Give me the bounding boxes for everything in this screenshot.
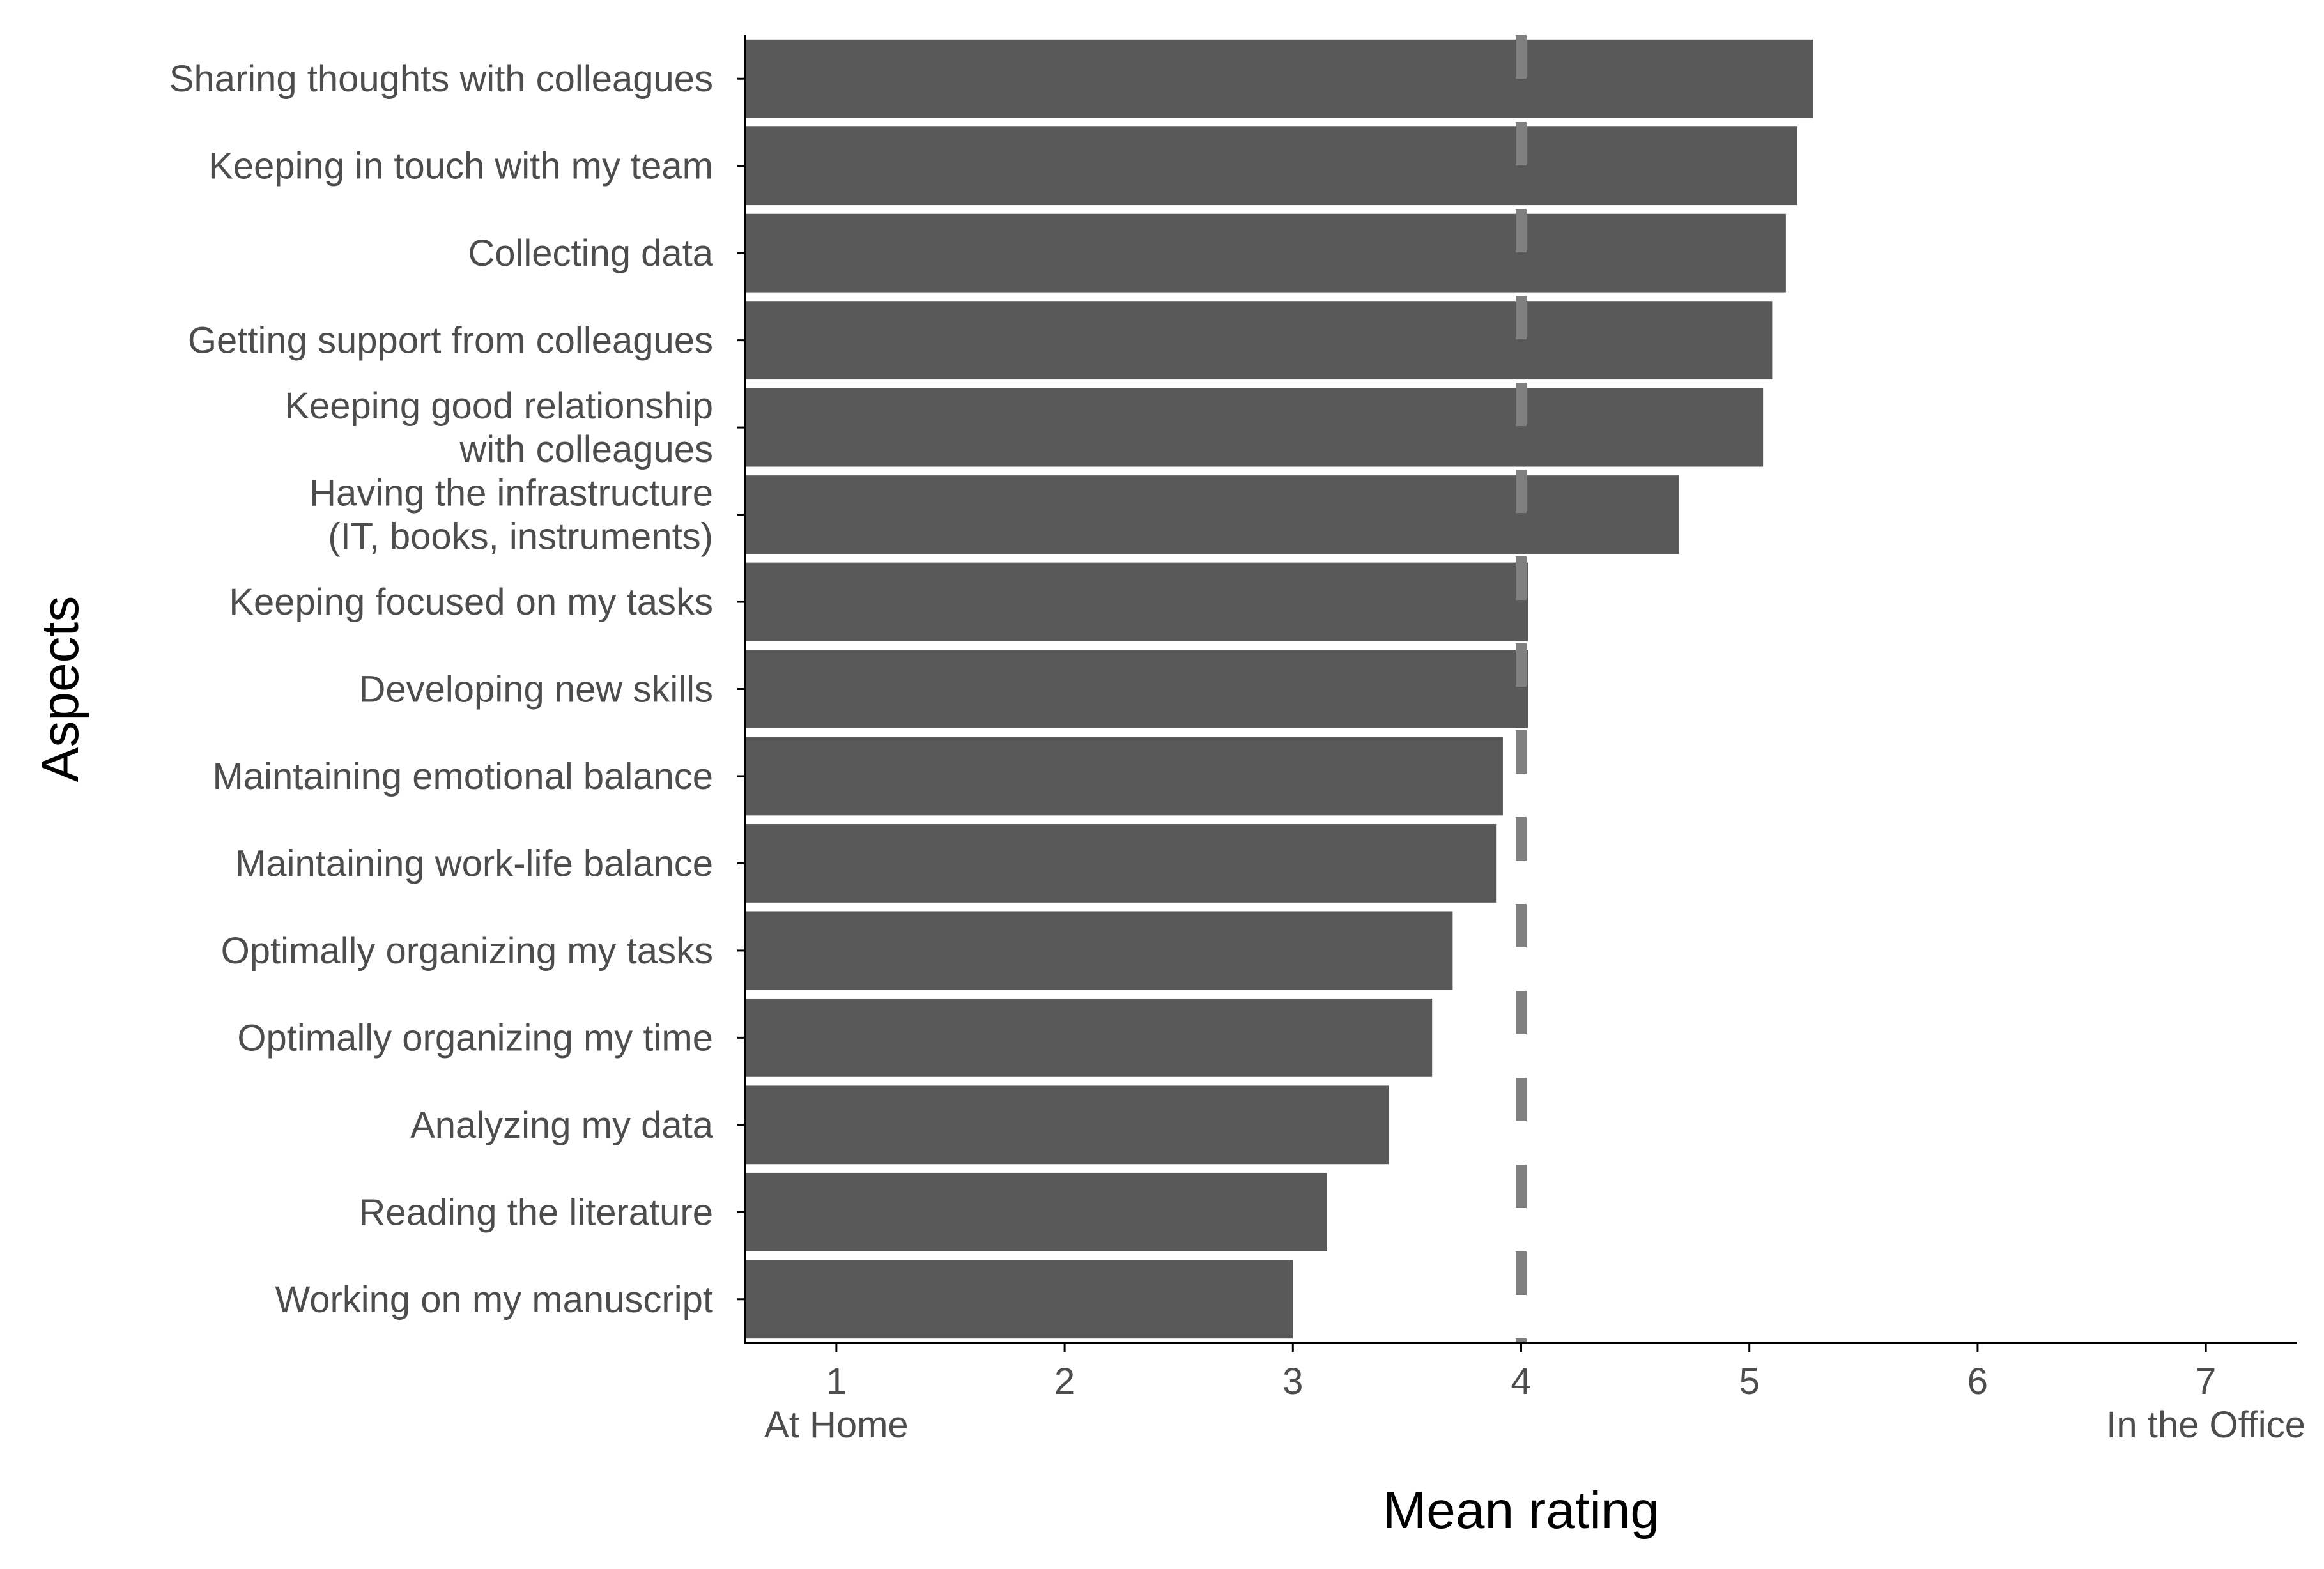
x-tick-label: 2 xyxy=(1054,1361,1075,1402)
x-anchor-label-high: In the Office xyxy=(2106,1404,2305,1446)
y-tick-label: Sharing thoughts with colleagues xyxy=(169,58,713,100)
y-tick-label-line: Keeping focused on my tasks xyxy=(229,581,713,623)
y-tick-label: Getting support from colleagues xyxy=(188,319,713,361)
y-tick-label: Having the infrastructure (IT, books, ins… xyxy=(309,472,713,557)
bar xyxy=(745,1172,1327,1251)
y-tick-label-line: Working on my manuscript xyxy=(275,1278,714,1320)
y-tick-label: Optimally organizing my time xyxy=(237,1017,713,1059)
bar xyxy=(745,301,1773,380)
y-tick-label-line: Reading the literature xyxy=(358,1191,713,1233)
bar xyxy=(745,39,1813,118)
bar xyxy=(745,562,1528,641)
x-tick-label: 3 xyxy=(1282,1361,1303,1402)
y-tick-label-line: Optimally organizing my tasks xyxy=(221,930,713,971)
y-tick-label: Developing new skills xyxy=(359,668,713,710)
y-tick-label-line: Analyzing my data xyxy=(410,1104,714,1145)
y-tick-label-line: Getting support from colleagues xyxy=(188,319,713,361)
y-tick-label-line: Optimally organizing my time xyxy=(237,1017,713,1059)
bar xyxy=(745,650,1528,728)
bar xyxy=(745,1085,1389,1165)
y-tick-label: Analyzing my data xyxy=(410,1104,714,1145)
y-tick-label: Keeping in touch with my team xyxy=(208,145,713,187)
y-tick-label: Reading the literature xyxy=(358,1191,713,1233)
y-tick-label-line: Keeping good relationship xyxy=(284,385,713,427)
x-tick-label: 5 xyxy=(1739,1361,1760,1402)
y-tick-label: Optimally organizing my tasks xyxy=(221,930,713,971)
bar xyxy=(745,737,1503,816)
y-tick-label-line: Developing new skills xyxy=(359,668,713,710)
bar xyxy=(745,998,1433,1077)
bar xyxy=(745,911,1453,990)
x-tick-label: 1 xyxy=(826,1361,847,1402)
y-tick-label: Maintaining emotional balance xyxy=(212,755,713,797)
x-tick-label: 6 xyxy=(1967,1361,1988,1402)
y-tick-label: Working on my manuscript xyxy=(275,1278,714,1320)
y-tick-label-line: Keeping in touch with my team xyxy=(208,145,713,187)
y-tick-label-line: Maintaining work-life balance xyxy=(235,843,713,884)
y-tick-label: Maintaining work-life balance xyxy=(235,843,713,884)
bars-group xyxy=(745,39,1813,1339)
bar xyxy=(745,388,1764,467)
y-tick-label: Keeping good relationship with colleagues xyxy=(284,385,713,470)
x-anchor-label-low: At Home xyxy=(764,1404,909,1446)
x-tick-label: 4 xyxy=(1511,1361,1531,1402)
bar xyxy=(745,126,1797,206)
y-tick-label: Collecting data xyxy=(468,233,713,274)
y-axis-title: Aspects xyxy=(31,596,89,783)
y-tick-label-line: Having the infrastructure xyxy=(309,472,713,514)
y-tick-label-line: with colleagues xyxy=(459,429,713,470)
bar xyxy=(745,213,1786,293)
y-tick-label-line: Maintaining emotional balance xyxy=(212,755,713,797)
axes-group: Sharing thoughts with colleagues Keeping … xyxy=(169,35,2305,1446)
bar xyxy=(745,1260,1293,1339)
bar xyxy=(745,824,1497,903)
y-tick-label-line: Sharing thoughts with colleagues xyxy=(169,58,713,100)
bar xyxy=(745,475,1679,554)
x-tick-label: 7 xyxy=(2196,1361,2216,1402)
y-tick-label: Keeping focused on my tasks xyxy=(229,581,713,623)
y-tick-label-line: (IT, books, instruments) xyxy=(328,516,713,557)
x-axis-title: Mean rating xyxy=(1383,1481,1659,1540)
y-tick-label-line: Collecting data xyxy=(468,233,713,274)
